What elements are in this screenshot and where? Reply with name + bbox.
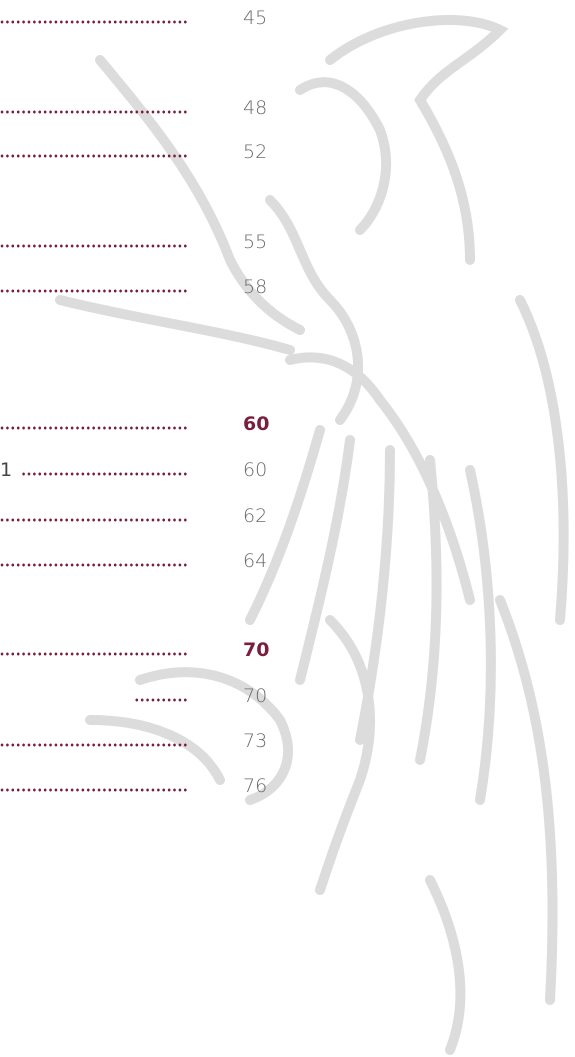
dot-leader — [135, 698, 188, 702]
page-number: 55 — [243, 231, 268, 253]
page-number: 64 — [243, 550, 268, 572]
page-number: 73 — [243, 730, 268, 752]
page-number: 52 — [243, 141, 268, 163]
page-number: 45 — [243, 7, 268, 29]
dot-leader — [0, 743, 188, 747]
dot-leader — [0, 652, 188, 656]
page-number: 76 — [243, 775, 268, 797]
page-number: 48 — [243, 97, 268, 119]
page-number: 60 — [243, 413, 270, 435]
dot-leader — [0, 110, 188, 114]
page-number: 58 — [243, 276, 268, 298]
entry-title: 1 — [0, 459, 13, 481]
dot-leader — [0, 563, 188, 567]
page-number: 62 — [243, 505, 268, 527]
page-number: 70 — [243, 639, 270, 661]
page-number: 60 — [243, 459, 268, 481]
dot-leader — [0, 289, 188, 293]
dot-leader — [0, 426, 188, 430]
dot-leader — [0, 20, 188, 24]
dot-leader — [0, 518, 188, 522]
dot-leader — [20, 472, 188, 476]
page-number: 70 — [243, 685, 268, 707]
dot-leader — [0, 154, 188, 158]
dot-leader — [0, 788, 188, 792]
dot-leader — [0, 244, 188, 248]
